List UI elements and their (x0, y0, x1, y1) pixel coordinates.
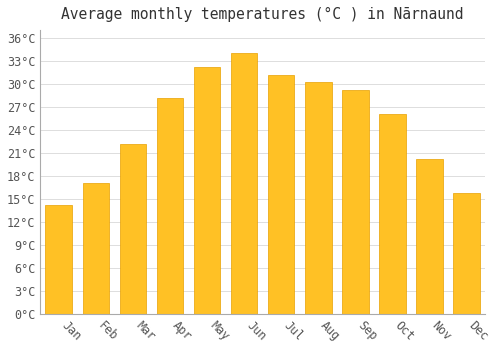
Bar (230, 53, 258, 314)
Bar (379, 114, 406, 314)
Title: Average monthly temperatures (°C ) in Nārnaund: Average monthly temperatures (°C ) in Nā… (62, 7, 464, 22)
Bar (156, 98, 184, 314)
Bar (268, 75, 294, 314)
Bar (453, 193, 479, 314)
Bar (305, 82, 332, 314)
Bar (120, 144, 146, 314)
Bar (416, 159, 442, 314)
Bar (82, 183, 109, 314)
Bar (46, 205, 72, 314)
Bar (342, 90, 368, 314)
Bar (194, 67, 220, 314)
